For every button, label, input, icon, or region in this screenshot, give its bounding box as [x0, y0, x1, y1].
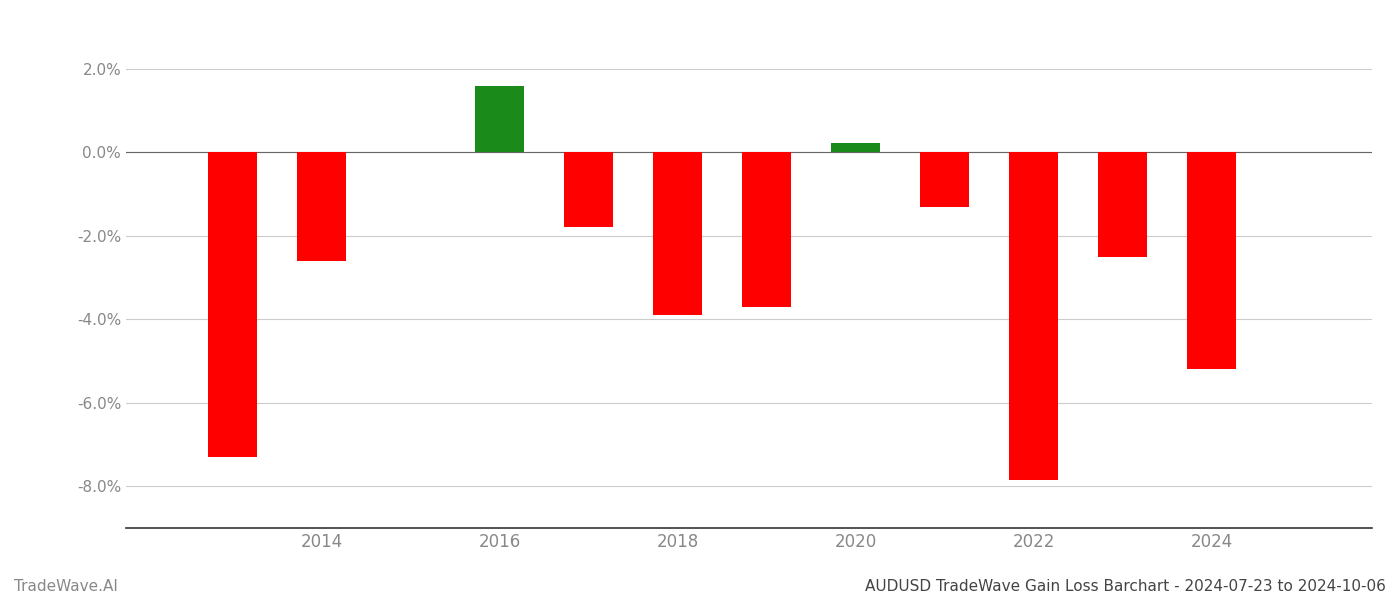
Bar: [920, 152, 969, 206]
Bar: [297, 152, 346, 261]
Bar: [1187, 152, 1236, 370]
Text: AUDUSD TradeWave Gain Loss Barchart - 2024-07-23 to 2024-10-06: AUDUSD TradeWave Gain Loss Barchart - 20…: [865, 579, 1386, 594]
Bar: [1009, 152, 1058, 480]
Text: TradeWave.AI: TradeWave.AI: [14, 579, 118, 594]
Bar: [832, 143, 881, 152]
Bar: [476, 86, 524, 152]
Bar: [564, 152, 613, 227]
Bar: [209, 152, 258, 457]
Bar: [654, 152, 703, 315]
Bar: [742, 152, 791, 307]
Bar: [1099, 152, 1147, 257]
